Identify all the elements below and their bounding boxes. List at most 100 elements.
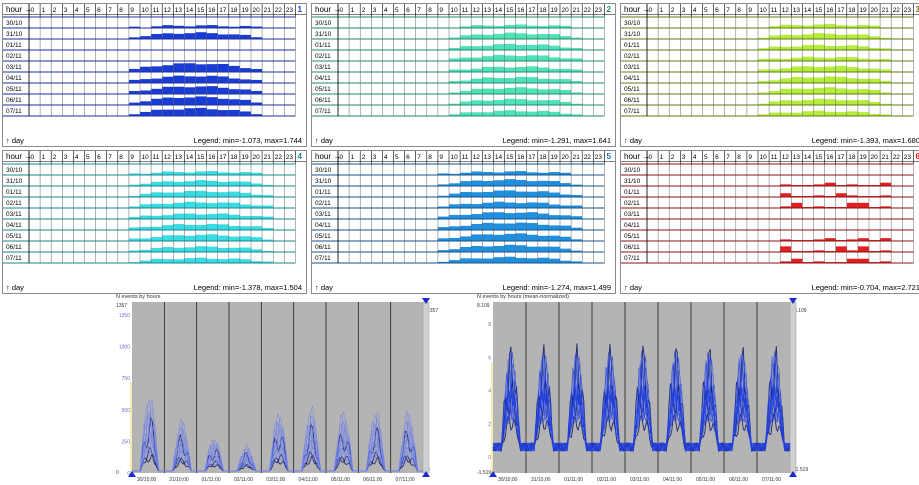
hour-tick-label: 11 <box>153 7 160 14</box>
heatmap-cell <box>206 214 218 219</box>
heatmap-cell <box>835 246 847 252</box>
heatmap-cell <box>493 212 505 219</box>
day-label: 07/11 <box>315 255 331 262</box>
hour-tick-label: 7 <box>726 7 730 14</box>
hour-tick-label: 7 <box>108 154 112 161</box>
heatmap-cell <box>813 239 825 241</box>
heatmap-cell <box>857 246 869 252</box>
heatmap-panel-1[interactable]: hour → 1 0 1 2 3 4 5 6 7 8 9 10 11 12 13 14 15 16 17 18 19 20 2… <box>2 3 307 147</box>
heatmap-cell <box>758 114 770 116</box>
heatmap-cell <box>173 172 185 175</box>
heatmap-cell <box>493 54 505 61</box>
heatmap-cell <box>824 238 836 241</box>
heatmap-cell <box>151 237 163 241</box>
heatmap-cell <box>251 237 263 241</box>
heatmap-cell <box>195 257 207 263</box>
hour-tick-label: 20 <box>562 7 570 14</box>
heatmap-cell <box>869 68 881 72</box>
heatmap-cell <box>206 25 218 28</box>
heatmap-cell <box>251 79 263 83</box>
x-tick-label: 03/11;00 <box>266 477 285 483</box>
heatmap-cell <box>791 25 803 28</box>
heatmap-cell <box>460 80 472 83</box>
heatmap-cell <box>239 99 251 105</box>
heatmap-cell <box>880 37 892 39</box>
day-axis-label: ↑ day <box>6 283 24 292</box>
hour-tick-label: 20 <box>253 154 261 161</box>
heatmap-cell <box>173 63 185 72</box>
heatmap-cell <box>835 45 847 50</box>
heatmap-grid: 0 1 2 3 4 5 6 7 8 9 10 11 12 13 14 15 16 17 18 19 20 21 22 2330… <box>312 151 615 264</box>
day-label: 06/11 <box>624 97 640 104</box>
day-label: 05/11 <box>6 86 22 93</box>
legend-text: Legend: min=-1.073, max=1.744 <box>193 136 302 145</box>
normalized-events-chart[interactable]: N events by hours (mean-normalized) 8 6 4 2 0… <box>476 294 812 484</box>
hour-tick-label: 14 <box>495 154 503 161</box>
heatmap-cell <box>493 110 505 116</box>
heatmap-cell <box>769 101 781 105</box>
heatmap-cell <box>869 48 881 50</box>
heatmap-cell <box>206 97 218 105</box>
heatmap-cell <box>449 249 461 252</box>
heatmap-cell <box>548 68 560 72</box>
hour-tick-label: 19 <box>859 154 867 161</box>
hour-tick-label: 15 <box>506 7 514 14</box>
heatmap-cell <box>162 181 174 186</box>
hour-tick-label: 6 <box>97 7 101 14</box>
x-tick-label: 31/10;00 <box>531 477 551 483</box>
hour-tick-label: 14 <box>804 154 812 161</box>
heatmap-panel-3[interactable]: hour →3012345678910111213141516171819202… <box>620 3 919 147</box>
heatmap-cell <box>504 233 516 241</box>
heatmap-cell <box>560 36 572 39</box>
heatmap-cell <box>515 87 527 94</box>
heatmap-panel-5[interactable]: hour → 5 0 1 2 3 4 5 6 7 8 9 10 11 12 13 14 15 16 17 18 19 20 2… <box>311 150 616 294</box>
day-label: 06/11 <box>6 97 22 104</box>
heatmap-cell <box>835 65 847 72</box>
heatmap-panel-2[interactable]: hour → 2 0 1 2 3 4 5 6 7 8 9 10 11 12 13 14 15 16 17 18 19 20 2… <box>311 3 616 147</box>
heatmap-cell <box>780 78 792 83</box>
heatmap-cell <box>824 66 836 72</box>
hour-tick-label: 8 <box>737 154 741 161</box>
heatmap-cell <box>251 194 263 197</box>
heatmap-cell <box>482 234 494 241</box>
heatmap-cell <box>162 33 174 39</box>
heatmap-cell <box>128 227 140 230</box>
day-label: 31/10 <box>6 31 23 38</box>
day-axis-label: ↑ day <box>624 136 642 145</box>
heatmap-cell <box>239 236 251 241</box>
heatmap-cell <box>471 100 483 105</box>
right-max-label: 8.109 <box>794 308 807 314</box>
heatmap-cell <box>824 45 836 50</box>
hour-tick-label: 2 <box>53 7 57 14</box>
heatmap-cell <box>548 34 560 39</box>
heatmap-cell <box>526 172 538 175</box>
heatmap-cell <box>128 91 140 94</box>
heatmap-cell <box>824 57 836 61</box>
heatmap-cell <box>791 46 803 50</box>
heatmap-cell <box>251 172 263 175</box>
heatmap-cell <box>571 227 583 230</box>
heatmap-cell <box>449 37 461 39</box>
y-min-label: 0 <box>116 470 119 476</box>
heatmap-cell <box>482 222 494 230</box>
heatmap-cell <box>162 25 174 28</box>
heatmap-cell <box>482 45 494 50</box>
heatmap-cell <box>162 235 174 241</box>
hour-tick-label: 22 <box>275 7 283 14</box>
heatmap-cell <box>228 26 240 28</box>
heatmap-cell <box>471 204 483 208</box>
x-tick-label: 01/11;00 <box>564 477 583 483</box>
heatmap-cell <box>151 26 163 28</box>
hour-tick-label: 8 <box>119 7 123 14</box>
heatmap-cell <box>504 77 516 83</box>
heatmap-cell <box>504 24 516 28</box>
heatmap-cell <box>217 213 229 219</box>
heatmap-cell <box>151 33 163 39</box>
heatmap-panel-6[interactable]: hour →6012345678910111213141516171819202… <box>620 150 919 294</box>
hour-tick-label: 6 <box>97 154 101 161</box>
heatmap-grid: 0 1 2 3 4 5 6 7 8 9 10 11 12 13 14 15 16 17 18 19 20 21 22 2330… <box>312 4 615 117</box>
events-by-hours-chart[interactable]: N events by hours 1250 1000 750 500 250 0 1357 0… <box>115 294 445 484</box>
heatmap-panel-4[interactable]: hour → 4 0 1 2 3 4 5 6 7 8 9 10 11 12 13 14 15 16 17 18 19 20 2… <box>2 150 307 294</box>
heatmap-cell <box>769 35 781 39</box>
heatmap-cell <box>195 96 207 105</box>
